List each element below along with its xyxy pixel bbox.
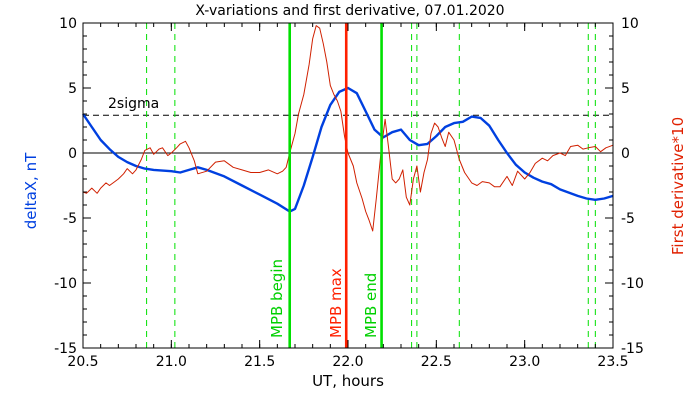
derivative-series-line — [82, 25, 614, 232]
axis-ticks: 20.5 21.0 21.5 22.0 22.5 23.0 23.5 10 10 5 5 0 0 -5 -5… — [54, 16, 644, 370]
y-tick-label-left: 10 — [59, 16, 77, 32]
y-tick-label-left: -15 — [54, 341, 77, 357]
series-lines — [82, 25, 614, 232]
y-tick-label-right: -10 — [621, 276, 644, 292]
y-tick-label-left: 0 — [68, 146, 77, 162]
x-tick-label: 23.0 — [509, 354, 540, 370]
x-tick-label: 21.5 — [244, 354, 275, 370]
x-tick-label: 22.5 — [421, 354, 452, 370]
y-tick-label-right: -15 — [621, 341, 644, 357]
x-tick-label: 20.5 — [67, 354, 98, 370]
y-tick-label-left: 5 — [68, 81, 77, 97]
chart-title: X-variations and first derivative, 07.01… — [195, 3, 504, 19]
y-tick-label-left: -10 — [54, 276, 77, 292]
x-tick-label: 22.0 — [332, 354, 363, 370]
event-label-begin: MPB begin — [268, 259, 286, 338]
event-label-end: MPB end — [362, 273, 380, 338]
event-label-max: MPB max — [327, 268, 345, 338]
event-lines — [288, 23, 383, 348]
y-tick-label-right: -5 — [621, 211, 635, 227]
y-tick-label-left: -5 — [63, 211, 77, 227]
x-tick-label: 23.5 — [597, 354, 628, 370]
deltax-series-line — [82, 86, 614, 213]
y-tick-label-right: 0 — [621, 146, 630, 162]
threshold-label: 2sigma — [108, 96, 159, 112]
y-tick-label-right: 5 — [621, 81, 630, 97]
y-tick-label-right: 10 — [621, 16, 639, 32]
x-axis-label: UT, hours — [312, 372, 384, 390]
x-tick-label: 21.0 — [156, 354, 187, 370]
y-axis-label-right: First derivative*10 — [669, 117, 687, 255]
y-axis-label-left: deltaX, nT — [22, 152, 40, 229]
